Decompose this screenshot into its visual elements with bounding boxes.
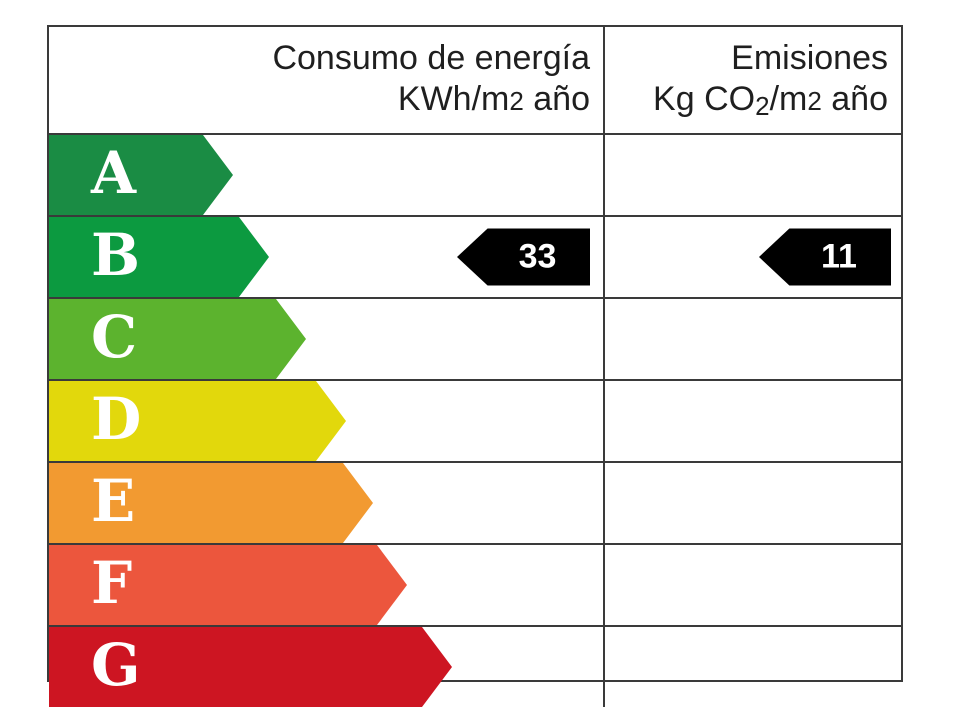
rating-row-d: D (49, 379, 901, 461)
header-consumption: Consumo de energía KWh/m2 año (49, 27, 603, 133)
rating-letter-a: A (91, 139, 137, 207)
consumption-cell-a: A (49, 135, 603, 215)
arrow-tip-icon (376, 545, 407, 625)
emissions-cell-b: 11 (603, 217, 901, 297)
unit-superscript: 2 (807, 86, 822, 116)
emissions-cell-a (603, 135, 901, 215)
rating-letter-b: B (91, 221, 141, 289)
consumption-cell-c: C (49, 299, 603, 379)
consumption-cell-g: G (49, 627, 603, 707)
arrow-tip-icon (343, 463, 374, 543)
rating-arrow-f: F (49, 545, 407, 625)
rating-letter-d: D (91, 385, 142, 453)
rating-row-e: E (49, 461, 901, 543)
arrow-tip-icon (276, 299, 307, 379)
header-emissions: Emisiones Kg CO2/m2 año (603, 27, 901, 133)
rating-row-c: C (49, 297, 901, 379)
arrow-tip-icon (238, 217, 269, 297)
consumption-cell-d: D (49, 381, 603, 461)
rating-arrow-e: E (49, 463, 374, 543)
header-row: Consumo de energía KWh/m2 año Emisiones … (49, 27, 901, 133)
unit-superscript: 2 (509, 86, 524, 116)
rating-arrow-c: C (49, 299, 307, 379)
arrow-tip-icon (315, 381, 346, 461)
emissions-cell-f (603, 545, 901, 625)
rating-row-b: B 33 11 (49, 215, 901, 297)
header-consumption-title: Consumo de energía (272, 39, 590, 77)
rating-arrow-a: A (49, 135, 233, 215)
arrow-tip-icon (202, 135, 233, 215)
rating-arrow-g: G (49, 627, 452, 707)
consumption-cell-b: B 33 (49, 217, 603, 297)
arrow-tip-icon (421, 627, 452, 707)
energy-rating-table: Consumo de energía KWh/m2 año Emisiones … (47, 25, 903, 707)
emissions-cell-c (603, 299, 901, 379)
consumption-cell-e: E (49, 463, 603, 543)
consumption-value: 33 (518, 237, 557, 276)
rating-letter-c: C (91, 303, 138, 371)
rating-row-f: F (49, 543, 901, 625)
rating-letter-f: F (91, 549, 133, 617)
rating-row-g: G (49, 625, 901, 707)
emissions-cell-g (603, 627, 901, 707)
unit-subscript: 2 (755, 90, 770, 121)
rating-row-a: A (49, 133, 901, 215)
header-emissions-unit: Kg CO2/m2 año (653, 80, 888, 121)
rating-letter-g: G (91, 631, 141, 699)
consumption-cell-f: F (49, 545, 603, 625)
consumption-value-tag: 33 (457, 228, 590, 286)
rating-letter-e: E (91, 467, 136, 535)
emissions-value: 11 (821, 237, 857, 276)
emissions-cell-e (603, 463, 901, 543)
emissions-value-tag: 11 (759, 228, 891, 286)
header-emissions-title: Emisiones (731, 39, 888, 77)
emissions-cell-d (603, 381, 901, 461)
rating-arrow-d: D (49, 381, 346, 461)
rating-arrow-b: B (49, 217, 269, 297)
header-consumption-unit: KWh/m2 año (397, 80, 590, 118)
